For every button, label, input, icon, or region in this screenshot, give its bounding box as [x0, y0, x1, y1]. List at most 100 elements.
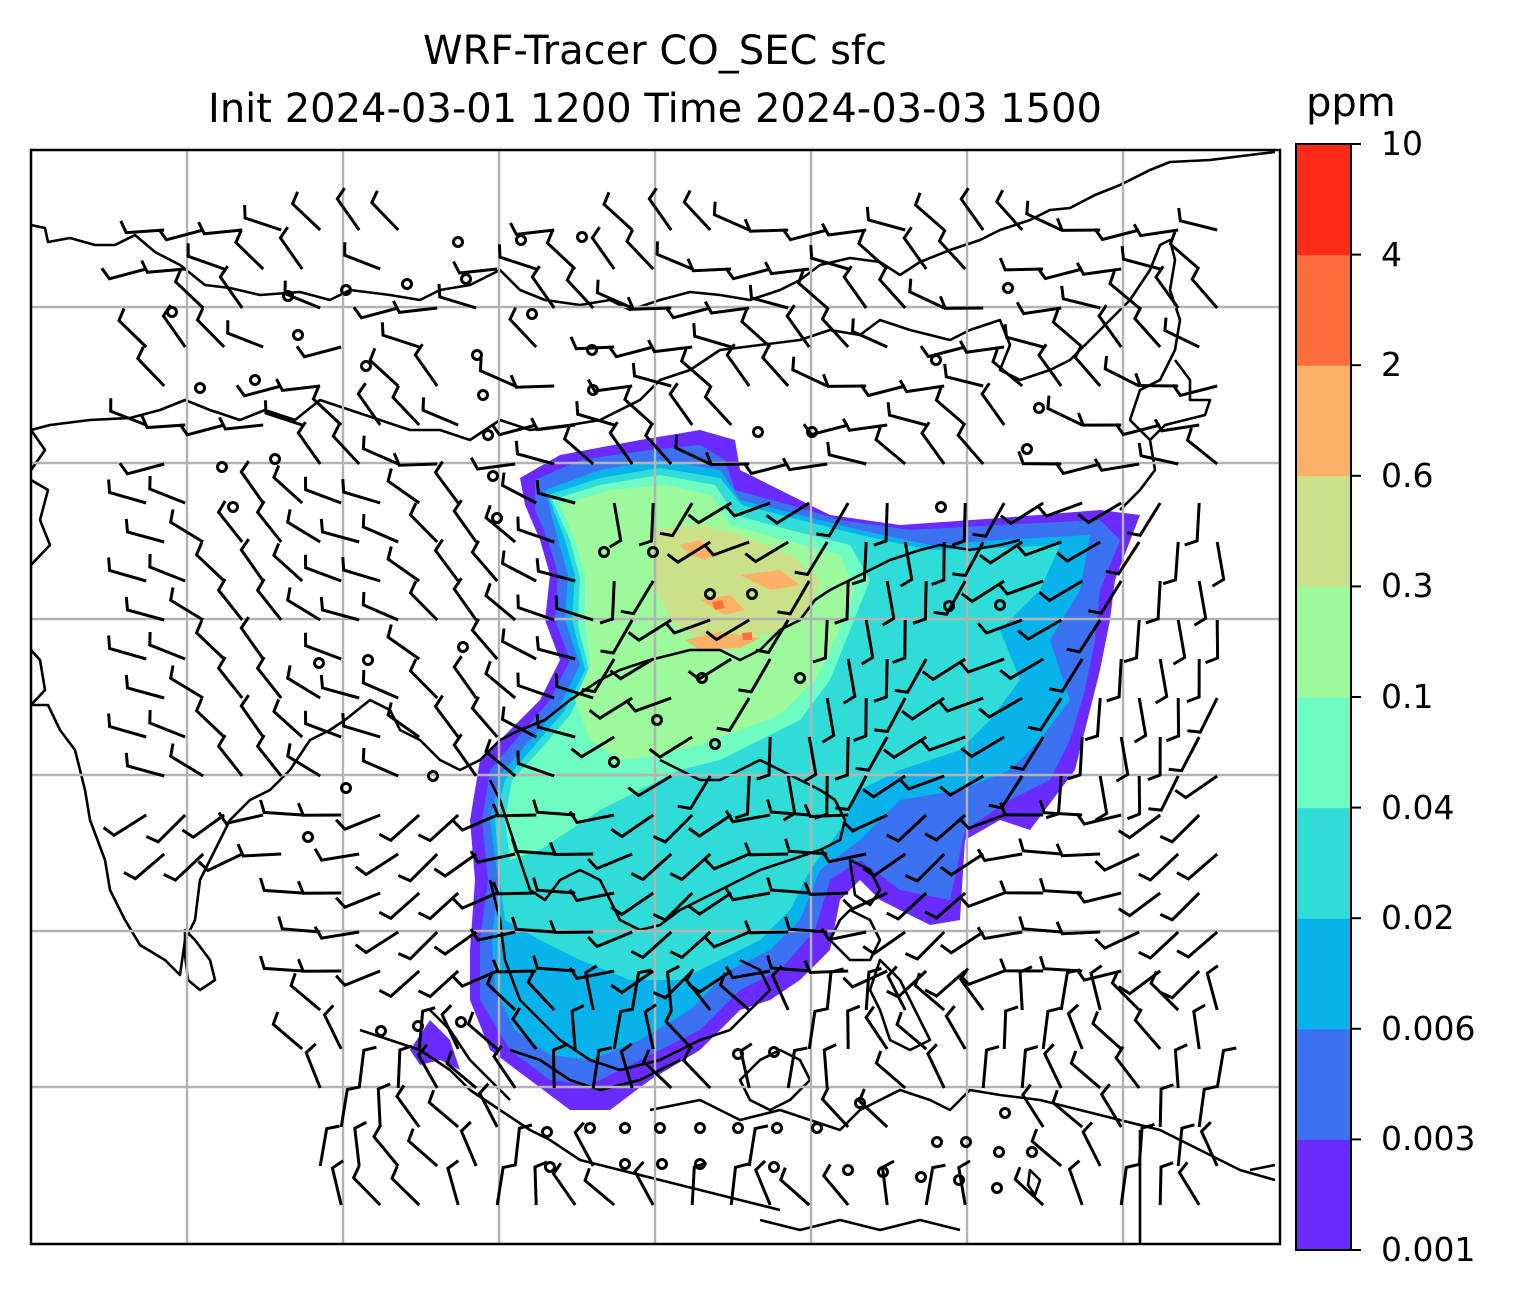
- wind-barb: [665, 965, 680, 1011]
- wind-barb: [712, 201, 750, 232]
- wind-barb: [1094, 852, 1140, 872]
- wind-barb: [1055, 843, 1101, 858]
- wind-barb: [484, 738, 517, 778]
- wind-barb: [485, 971, 517, 1012]
- wind-barb: [1133, 1008, 1162, 1050]
- calm-wind-marker: [427, 770, 439, 782]
- wind-barb: [756, 736, 772, 781]
- wind-barb: [1133, 697, 1148, 744]
- wind-barb: [378, 891, 421, 921]
- calm-wind-marker: [619, 1158, 631, 1170]
- wind-barb: [304, 632, 342, 661]
- wind-barb: [532, 799, 576, 817]
- calm-wind-marker: [515, 234, 527, 246]
- wind-barb: [1037, 343, 1063, 387]
- wind-barb: [853, 697, 868, 742]
- calm-wind-marker: [269, 453, 281, 465]
- wind-barb: [807, 1007, 828, 1050]
- wind-barb: [396, 1044, 413, 1089]
- wind-barb: [491, 803, 537, 818]
- wind-barb: [803, 882, 849, 897]
- wind-barb: [620, 580, 655, 616]
- wind-barb: [655, 241, 693, 271]
- wind-barb: [1089, 964, 1103, 1011]
- wind-barb: [882, 735, 928, 760]
- wind-barb: [513, 1123, 533, 1167]
- wind-barb: [140, 259, 186, 274]
- wind-barb: [197, 852, 243, 873]
- wind-barb: [1147, 736, 1162, 782]
- colorbar-tick-label: 0.1: [1381, 677, 1434, 716]
- wind-barb: [386, 702, 421, 739]
- wind-barb: [124, 752, 165, 778]
- wind-barb: [834, 736, 850, 781]
- wind-barb: [1056, 540, 1101, 563]
- wind-barb: [565, 267, 595, 310]
- wind-barb: [148, 709, 186, 739]
- wind-barb: [311, 386, 343, 427]
- wind-barb: [186, 243, 225, 271]
- wind-barb: [469, 456, 516, 471]
- wind-barb: [380, 322, 420, 349]
- wind-barb: [630, 930, 673, 960]
- wind-barb: [1137, 1122, 1155, 1167]
- wind-barb: [478, 357, 516, 388]
- colorbar-segment: [1296, 144, 1351, 256]
- wind-barb: [1132, 223, 1179, 238]
- wind-barb: [1018, 916, 1062, 934]
- wind-barb: [1172, 619, 1187, 666]
- wind-barb: [729, 1162, 749, 1206]
- wind-barb: [705, 618, 750, 642]
- wind-barb: [140, 414, 186, 430]
- wind-barb: [378, 813, 421, 843]
- wind-barb: [216, 656, 244, 699]
- wind-barb: [1020, 1083, 1045, 1128]
- wind-barb: [322, 1004, 343, 1050]
- wind-barb: [500, 550, 537, 583]
- wind-barb: [357, 1045, 377, 1089]
- wind-barb: [809, 245, 849, 271]
- wind-barb: [1018, 965, 1033, 1011]
- wind-barb: [842, 813, 888, 833]
- wind-barb: [341, 712, 381, 739]
- calm-wind-marker: [227, 501, 239, 513]
- wind-barb: [1165, 697, 1181, 743]
- wind-barb: [1038, 877, 1083, 895]
- wind-barb: [1018, 838, 1062, 856]
- wind-barb: [1158, 1161, 1174, 1206]
- wind-barb: [627, 618, 672, 643]
- wind-barb: [846, 1004, 861, 1050]
- wind-barb: [904, 930, 946, 961]
- wind-barb: [516, 594, 555, 622]
- wind-barb: [570, 735, 615, 759]
- wind-barb: [511, 1007, 538, 1050]
- wind-barb: [532, 955, 576, 973]
- wind-barb: [491, 881, 537, 896]
- wind-barb: [1159, 969, 1201, 1000]
- calm-wind-marker: [709, 738, 721, 750]
- wind-barb: [568, 966, 615, 981]
- wind-barb: [272, 698, 304, 739]
- wind-barb: [109, 398, 147, 427]
- wind-barb: [124, 674, 165, 700]
- tracer-plume: [410, 430, 1140, 1110]
- wind-barb: [500, 472, 537, 505]
- wind-barb: [408, 580, 439, 622]
- calm-wind-marker: [491, 512, 503, 524]
- wind-barb: [433, 538, 460, 582]
- calm-wind-marker: [999, 1107, 1011, 1119]
- map-gridlines: [31, 150, 1280, 1244]
- wind-barb: [194, 620, 226, 661]
- wind-barb: [684, 968, 712, 1011]
- wind-barb: [477, 1082, 499, 1128]
- wind-barb: [739, 1042, 753, 1089]
- wind-barb: [958, 657, 1005, 674]
- wind-barb: [1081, 1121, 1102, 1167]
- wind-barb: [1038, 579, 1083, 603]
- wind-barb: [532, 877, 576, 895]
- wind-barb: [957, 1159, 971, 1206]
- wind-barb: [873, 658, 889, 703]
- wind-barb: [908, 278, 945, 310]
- wind-barb: [1197, 1084, 1218, 1128]
- wind-barb: [490, 423, 537, 437]
